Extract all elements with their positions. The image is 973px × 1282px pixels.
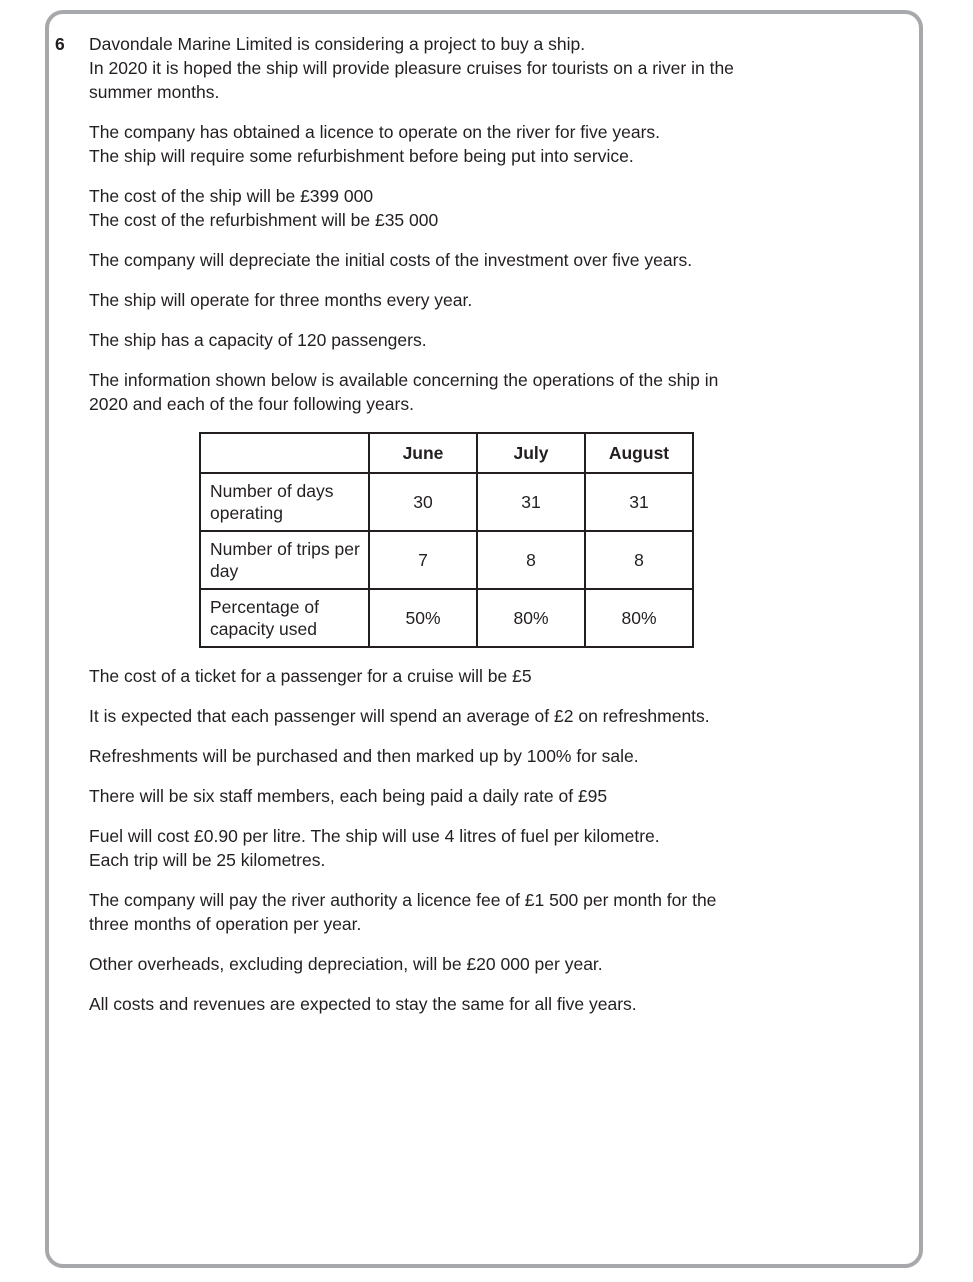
table-row-capacity-used: Percentage of capacity used 50% 80% 80% xyxy=(199,588,694,648)
cell-days-june: 30 xyxy=(368,472,478,532)
paragraph-intro: Davondale Marine Limited is considering … xyxy=(89,34,734,102)
question-box: 6 Davondale Marine Limited is considerin… xyxy=(45,10,923,1268)
paragraph-constant-costs: All costs and revenues are expected to s… xyxy=(89,994,637,1014)
cell-days-august: 31 xyxy=(584,472,694,532)
table-header-june: June xyxy=(368,432,478,474)
question-number: 6 xyxy=(55,34,65,54)
paragraph-depreciation: The company will depreciate the initial … xyxy=(89,250,693,270)
row-label-trips-per-day: Number of trips per day xyxy=(199,530,370,590)
cell-capacity-june: 50% xyxy=(368,588,478,648)
table-row-trips-per-day: Number of trips per day 7 8 8 xyxy=(199,530,694,590)
row-label-capacity-used: Percentage of capacity used xyxy=(199,588,370,648)
paragraph-other-overheads: Other overheads, excluding depreciation,… xyxy=(89,954,603,974)
operations-info-table: June July August Number of days operatin… xyxy=(199,432,694,648)
paragraph-ticket-price: The cost of a ticket for a passenger for… xyxy=(89,666,532,686)
question-row: 6 Davondale Marine Limited is considerin… xyxy=(55,32,881,1032)
table-header-empty-cell xyxy=(199,432,370,474)
paragraph-licence-fee: The company will pay the river authority… xyxy=(89,890,717,934)
cell-trips-august: 8 xyxy=(584,530,694,590)
table-row-days-operating: Number of days operating 30 31 31 xyxy=(199,472,694,532)
paragraph-refreshment-markup: Refreshments will be purchased and then … xyxy=(89,746,639,766)
cell-days-july: 31 xyxy=(476,472,586,532)
paragraph-costs: The cost of the ship will be £399 000 Th… xyxy=(89,186,439,230)
cell-capacity-august: 80% xyxy=(584,588,694,648)
paragraph-licence: The company has obtained a licence to op… xyxy=(89,122,661,166)
cell-trips-june: 7 xyxy=(368,530,478,590)
paragraph-staff: There will be six staff members, each be… xyxy=(89,786,608,806)
row-label-days-operating: Number of days operating xyxy=(199,472,370,532)
paragraph-refreshment-spend: It is expected that each passenger will … xyxy=(89,706,710,726)
paragraph-fuel: Fuel will cost £0.90 per litre. The ship… xyxy=(89,826,660,870)
cell-trips-july: 8 xyxy=(476,530,586,590)
paragraph-table-lead-in: The information shown below is available… xyxy=(89,370,719,414)
table-header-august: August xyxy=(584,432,694,474)
cell-capacity-july: 80% xyxy=(476,588,586,648)
paragraph-operation-months: The ship will operate for three months e… xyxy=(89,290,473,310)
paragraph-capacity: The ship has a capacity of 120 passenger… xyxy=(89,330,427,350)
question-body: Davondale Marine Limited is considering … xyxy=(89,32,881,1032)
table-header-row: June July August xyxy=(199,432,694,474)
table-header-july: July xyxy=(476,432,586,474)
